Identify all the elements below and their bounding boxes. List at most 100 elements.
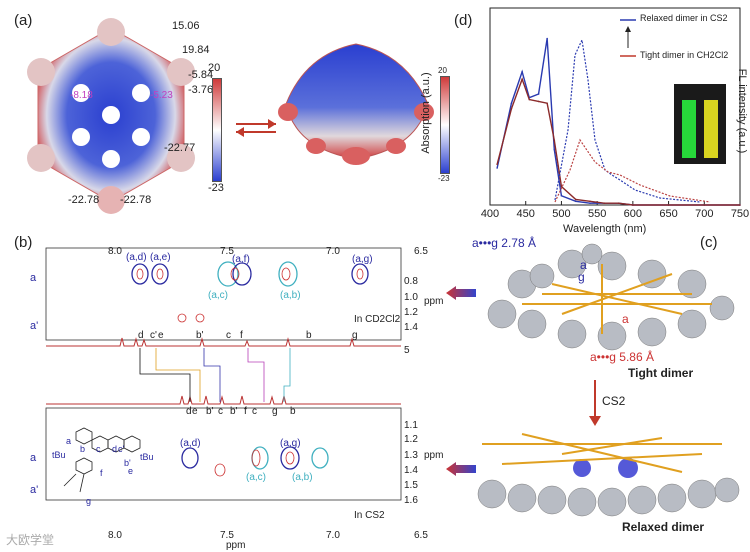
cs2-arrow — [589, 380, 601, 426]
top-axis-tick: 6.5 — [414, 246, 428, 257]
data-point — [703, 204, 706, 206]
structure-label: g — [86, 496, 92, 506]
structure-label: tBu — [52, 450, 66, 460]
relaxed-dimer-label: Relaxed dimer — [622, 520, 705, 534]
data-point — [560, 194, 563, 197]
data-point — [632, 204, 634, 206]
data-point — [510, 108, 513, 110]
molecule-structure — [63, 427, 141, 493]
data-point — [603, 202, 606, 204]
chart-plot-area — [489, 7, 741, 206]
tight-distance: a•••g 2.78 Å — [472, 236, 536, 250]
data-point — [537, 93, 540, 95]
side-label: a — [30, 452, 37, 464]
bottom-axis-tick: 6.5 — [414, 530, 428, 541]
right-bottom-tick: 1.4 — [404, 465, 418, 476]
x-tick-label: 450 — [516, 208, 535, 220]
red-arrow-left-bottom — [446, 462, 476, 476]
data-point — [553, 148, 556, 151]
esp-map-top — [27, 18, 195, 214]
color-scale-max: 20 — [208, 62, 221, 74]
data-point — [521, 78, 523, 80]
esp-value-9: -22.78 — [120, 194, 152, 206]
data-point — [589, 202, 591, 204]
fl-relaxed-curve — [554, 37, 701, 203]
atom-label-g: g — [578, 270, 585, 284]
atom-label-a2: a — [622, 312, 629, 326]
vial-photo — [674, 84, 726, 164]
top-axis-tick: 7.0 — [326, 246, 340, 257]
solvent-bottom: In CS2 — [354, 510, 385, 521]
right-axis-label-top: ppm — [424, 296, 444, 307]
proton-label: f — [244, 406, 247, 417]
d-ylabel-right: FL intensity (a.u.) — [736, 68, 748, 154]
proton-label: c' — [150, 330, 157, 341]
structure-label: b' — [124, 458, 131, 468]
tight-dimer-model — [487, 243, 735, 351]
data-point — [510, 102, 513, 105]
watermark: 大欧学堂 — [6, 533, 55, 547]
right-top-tick: 1.0 — [404, 292, 418, 303]
x-tick-label: 500 — [552, 208, 571, 220]
x-tick-label: 650 — [659, 208, 678, 220]
bottom-axis-tick: 7.0 — [326, 530, 340, 541]
x-tick-label: 750 — [730, 208, 750, 220]
esp-value-5: -5.23 — [150, 90, 173, 101]
right-bottom-tick: 1.2 — [404, 434, 418, 445]
side-label: a — [30, 272, 37, 284]
tight-dimer-label: Tight dimer — [628, 366, 694, 380]
fl-tight-curve — [554, 138, 711, 203]
cross-peak-label: (a,g) — [280, 438, 301, 449]
data-point — [521, 71, 523, 73]
nmr-top-1d-trace — [46, 337, 401, 347]
panel-b-label: (b) — [14, 234, 33, 251]
data-point — [496, 167, 498, 169]
solvent-top: In CD2Cl2 — [354, 314, 401, 325]
d-ylabel-left: Absorption (a.u.) — [420, 72, 432, 154]
nmr-bottom-1d-trace — [46, 395, 401, 405]
cross-peak-label: (a,e) — [150, 252, 171, 263]
data-point — [574, 198, 577, 201]
structure-label: c' — [118, 444, 125, 454]
cross-peak-label: (a,b) — [292, 472, 313, 483]
esp-value-1: 15.06 — [172, 20, 200, 32]
data-point — [560, 185, 563, 188]
x-tick-label: 600 — [623, 208, 643, 220]
side-label: a' — [30, 484, 39, 496]
bottom-axis-label: ppm — [226, 540, 246, 551]
panel-d-label: (d) — [454, 12, 473, 29]
proton-label: d — [138, 330, 144, 341]
data-point — [537, 100, 540, 103]
color-scale-bar-2 — [440, 76, 450, 174]
atom-label-a: a — [580, 258, 587, 272]
right-top-tick: 1.4 — [404, 322, 418, 333]
proton-label: d — [186, 406, 192, 417]
proton-label: c — [226, 330, 231, 341]
cross-peak-label: (a,c) — [208, 290, 228, 301]
legend-relaxed: Relaxed dimer in CS2 — [640, 13, 728, 23]
side-label: a' — [30, 320, 39, 332]
data-point — [739, 204, 741, 206]
cross-peak-label: (a,d) — [180, 438, 201, 449]
esp-value-7: -22.77 — [164, 142, 196, 154]
structure-label: a — [66, 436, 72, 446]
right-bottom-tick: 1.1 — [404, 420, 418, 431]
esp-value-6: -8.18 — [70, 90, 93, 101]
color-scale2-min: -23 — [438, 174, 450, 183]
right-bottom-tick: 1.3 — [404, 450, 418, 461]
esp-value-8: -22.78 — [68, 194, 100, 206]
structure-label: e — [128, 466, 134, 476]
legend-tight: Tight dimer in CH2Cl2 — [640, 50, 729, 60]
color-scale2-max: 20 — [438, 66, 447, 75]
proton-label: c — [218, 406, 223, 417]
top-axis-tick: 7.5 — [220, 246, 234, 257]
cs2-label: CS2 — [602, 394, 626, 408]
data-point — [667, 204, 670, 206]
proton-label: b — [306, 330, 312, 341]
relaxed-dimer-model — [477, 433, 740, 517]
data-point — [546, 102, 548, 105]
cross-peak-label: (a,d) — [126, 252, 147, 263]
structure-label: b — [80, 444, 86, 454]
esp-value-2: 19.84 — [182, 44, 210, 56]
panel-c-label: (c) — [700, 234, 718, 251]
